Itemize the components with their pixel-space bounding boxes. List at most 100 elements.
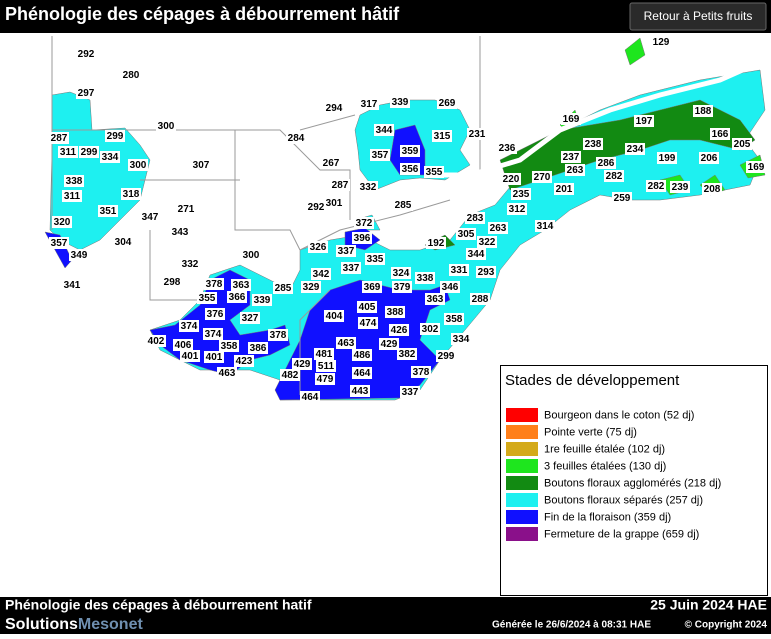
- station-box: [532, 171, 552, 183]
- station-box: [58, 146, 78, 158]
- station-box: [359, 98, 379, 110]
- station-value: 344: [376, 125, 393, 136]
- station-value: 239: [672, 182, 689, 193]
- station-box: [301, 281, 321, 293]
- station-box: [76, 48, 96, 60]
- station-value: 334: [102, 152, 119, 163]
- station-box: [535, 220, 555, 232]
- station-box: [52, 216, 72, 228]
- station-value: 355: [199, 293, 216, 304]
- station-value: 429: [294, 359, 311, 370]
- station-box: [397, 348, 417, 360]
- river: [430, 57, 767, 178]
- station-box: [456, 228, 476, 240]
- legend-swatch: [506, 408, 538, 422]
- station-value: 343: [172, 227, 189, 238]
- station-box: [76, 87, 96, 99]
- station-value: 315: [434, 131, 451, 142]
- station-value: 238: [585, 139, 602, 150]
- station-box: [176, 203, 196, 215]
- station-value: 300: [158, 121, 175, 132]
- station-value: 511: [318, 361, 335, 372]
- station-box: [336, 337, 356, 349]
- station-value: 318: [123, 189, 140, 200]
- station-value: 231: [469, 129, 486, 140]
- station-box: [612, 192, 632, 204]
- station-box: [306, 201, 326, 213]
- station-box: [440, 281, 460, 293]
- station-box: [219, 340, 239, 352]
- brand-b: Mesonet: [78, 616, 144, 633]
- station-value: 486: [354, 350, 371, 361]
- station-box: [425, 293, 445, 305]
- copyright: © Copyright 2024: [685, 620, 768, 631]
- station-value: 237: [563, 152, 580, 163]
- station-box: [625, 143, 645, 155]
- station-box: [173, 339, 193, 351]
- back-button[interactable]: [629, 2, 767, 31]
- station-value: 288: [472, 294, 489, 305]
- station-box: [390, 96, 410, 108]
- station-value: 205: [734, 139, 751, 150]
- station-value: 464: [302, 392, 319, 403]
- station-value: 378: [270, 330, 287, 341]
- station-value: 300: [130, 160, 147, 171]
- station-box: [497, 142, 517, 154]
- station-value: 169: [563, 114, 580, 125]
- station-value: 406: [175, 340, 192, 351]
- station-value: 332: [182, 259, 199, 270]
- station-value: 335: [367, 254, 384, 265]
- generated: Générée le 26/6/2024 à 08:31 HAE: [492, 620, 651, 631]
- station-box: [710, 128, 730, 140]
- station-box: [350, 385, 370, 397]
- station-value: 324: [393, 268, 410, 279]
- station-box: [702, 183, 722, 195]
- station-box: [140, 211, 160, 223]
- station-value: 312: [509, 204, 526, 215]
- station-value: 285: [275, 283, 292, 294]
- station-value: 299: [438, 351, 455, 362]
- station-value: 297: [78, 88, 95, 99]
- back-button-label[interactable]: Retour à Petits fruits: [644, 9, 753, 23]
- station-value: 282: [606, 171, 623, 182]
- station-value: 479: [317, 374, 334, 385]
- station-box: [732, 138, 752, 150]
- station-box: [400, 145, 420, 157]
- station-value: 372: [356, 218, 373, 229]
- station-box: [248, 342, 268, 354]
- station-value: 366: [229, 292, 246, 303]
- station-box: [121, 188, 141, 200]
- station-box: [451, 333, 471, 345]
- station-value: 382: [399, 349, 416, 360]
- station-value: 314: [537, 221, 554, 232]
- station-value: 443: [352, 386, 369, 397]
- footer-date: 25 Juin 2024 HAE: [650, 597, 767, 613]
- station-value: 464: [354, 368, 371, 379]
- station-box: [330, 179, 350, 191]
- station-box: [241, 249, 261, 261]
- station-value: 339: [392, 97, 409, 108]
- station-value: 236: [499, 143, 516, 154]
- station-value: 302: [422, 324, 439, 335]
- station-value: 359: [402, 146, 419, 157]
- station-box: [436, 350, 456, 362]
- station-box: [280, 369, 300, 381]
- station-value: 404: [326, 311, 343, 322]
- station-box: [432, 130, 452, 142]
- station-value: 320: [54, 217, 71, 228]
- station-box: [336, 245, 356, 257]
- station-value: 280: [123, 70, 140, 81]
- station-box: [180, 350, 200, 362]
- station-value: 192: [428, 238, 445, 249]
- station-box: [292, 358, 312, 370]
- station-box: [374, 124, 394, 136]
- station-value: 426: [391, 325, 408, 336]
- station-value: 271: [178, 204, 195, 215]
- station-box: [365, 253, 385, 265]
- station-value: 259: [614, 193, 631, 204]
- station-value: 285: [395, 200, 412, 211]
- station-box: [286, 132, 306, 144]
- station-value: 378: [413, 367, 430, 378]
